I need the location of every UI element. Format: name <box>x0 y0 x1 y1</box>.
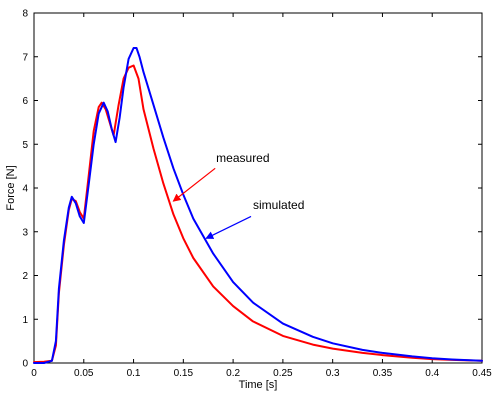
x-tick-label: 0.45 <box>472 368 492 379</box>
series-line-simulated <box>33 47 483 364</box>
y-axis-title: Force [N] <box>5 165 17 210</box>
y-tick-label: 7 <box>22 52 28 63</box>
annotation-layer: measured simulated <box>172 151 304 239</box>
annotation-arrow-simulated <box>205 215 252 239</box>
y-tick-label: 3 <box>22 227 28 238</box>
annotation-label-simulated: simulated <box>253 198 304 212</box>
y-tick-label: 4 <box>22 184 28 195</box>
y-axis: 0 1 2 3 4 5 6 7 8 <box>22 9 482 370</box>
y-tick-label: 8 <box>22 9 28 20</box>
y-tick-label: 1 <box>22 315 28 326</box>
x-tick-label: 0.25 <box>273 368 293 379</box>
x-tick-label: 0.35 <box>373 368 393 379</box>
annotation-label-measured: measured <box>216 151 269 165</box>
y-tick-label: 2 <box>22 271 28 282</box>
x-tick-label: 0.3 <box>326 368 340 379</box>
x-tick-label: 0.1 <box>127 368 141 379</box>
plot-area <box>33 12 483 364</box>
y-tick-label: 5 <box>22 140 28 151</box>
annotation-arrow-measured <box>172 167 216 202</box>
x-tick-label: 0.2 <box>226 368 240 379</box>
series-layer <box>33 47 483 364</box>
y-tick-label: 6 <box>22 96 28 107</box>
x-tick-label: 0.4 <box>425 368 439 379</box>
x-tick-label: 0.05 <box>74 368 94 379</box>
y-tick-label: 0 <box>22 359 28 370</box>
x-tick-label: 0 <box>31 368 37 379</box>
x-axis-title: Time [s] <box>239 379 278 391</box>
x-axis: 0 0.05 0.1 0.15 0.2 0.25 0.3 0.35 0.4 0.45 <box>31 13 492 379</box>
x-tick-label: 0.15 <box>174 368 194 379</box>
